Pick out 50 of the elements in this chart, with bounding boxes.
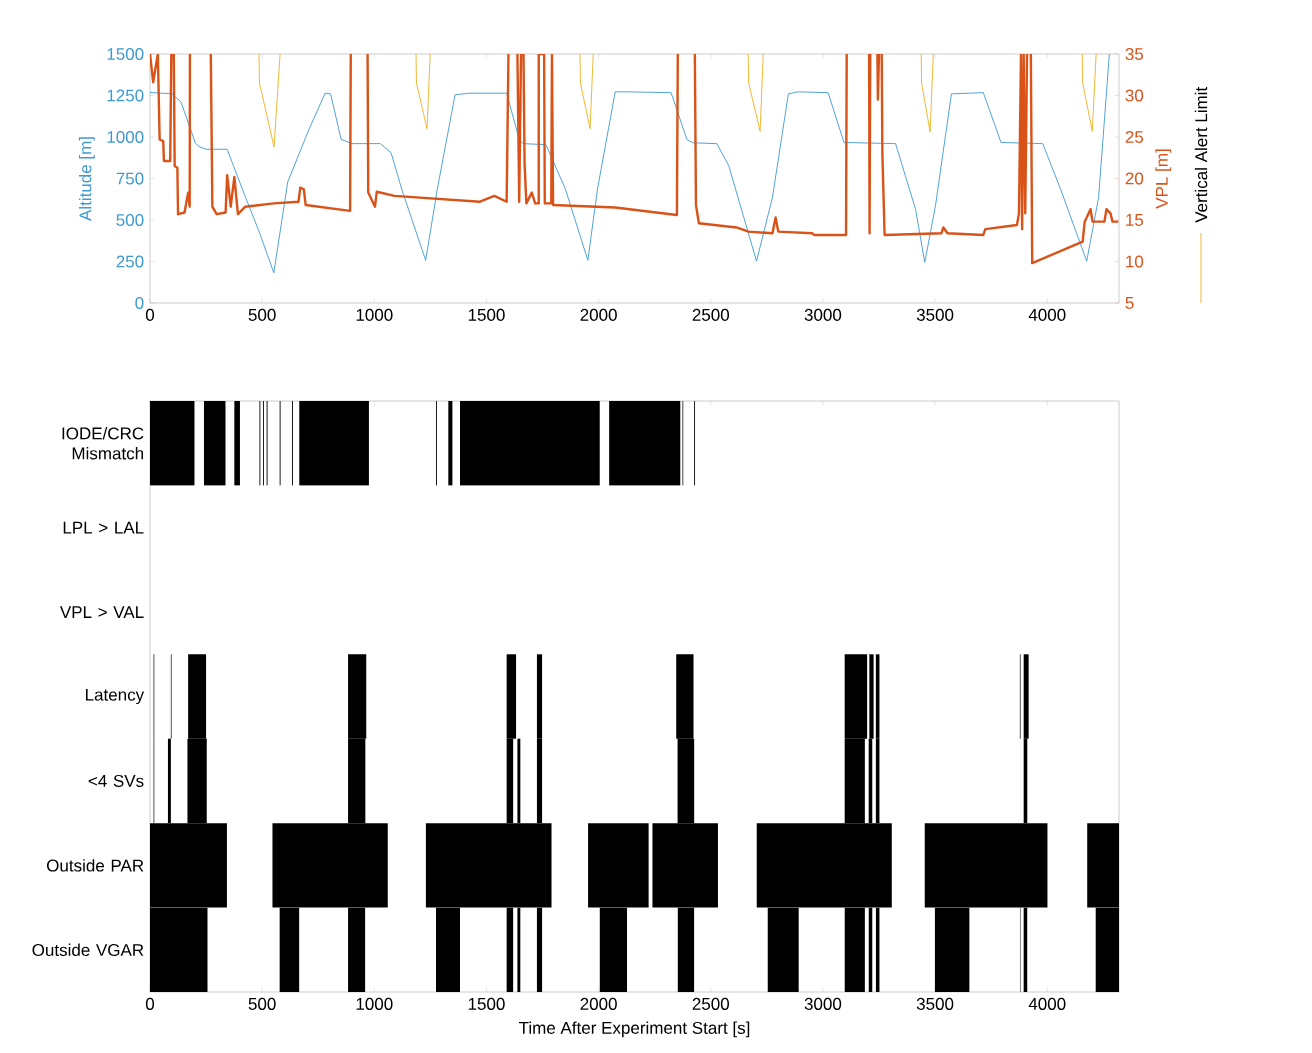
bar [459,401,600,486]
bar [448,401,453,486]
x-tick-label: 1000 [356,308,393,321]
x-tick-label: 0 [145,997,155,1010]
x-tick-label: 1500 [468,997,505,1010]
y2-tick-label: 35 [1125,47,1144,61]
y-axis-title: Altitude [m] [78,137,95,221]
x-tick-label: 1500 [468,308,505,321]
y-tick-label: Outside VGAR [32,943,144,957]
y2-tick-label: 5 [1125,297,1134,309]
x-tick-label: 2000 [580,308,617,321]
y2-tick-label: 25 [1125,130,1144,144]
x-tick-label: 500 [248,308,276,321]
y-tick-label: VPL > VAL [59,606,144,618]
x-tick-label: 500 [248,997,276,1010]
y2-tick-label: 10 [1126,255,1144,268]
text: Vertical Alert Limit [1194,86,1208,223]
y-tick-label: IODE/CRC Mismatch [62,426,144,460]
x-tick-label: 2000 [580,997,617,1010]
y2-tick-label: 20 [1125,172,1144,185]
x-tick-label: 2500 [692,997,730,1010]
y-tick-label: 1250 [107,89,144,102]
x-axis-title: Time After Experiment Start [s] [519,1021,750,1038]
x-tick-label: 1000 [356,997,393,1010]
x-tick-label: 4000 [1028,308,1066,321]
y2-axis-title: VPL [m] [1155,149,1172,209]
y-tick-label: 250 [116,255,144,268]
y-tick-label: 0 [135,296,144,310]
x-tick-label: 0 [145,308,155,321]
y-tick-label: 1500 [107,47,144,61]
y-tick-label: LPL > LAL [63,521,144,534]
x-tick-label: 3500 [916,308,954,321]
y-tick-label: <4 SVs [88,774,144,787]
x-tick-label: 2500 [692,308,730,321]
y-tick-label: 500 [116,213,144,227]
bar [150,401,195,486]
y-tick-label: Outside PAR [46,859,144,872]
x-tick-label: 3000 [804,308,842,321]
y2-tick-label: 30 [1125,89,1144,102]
bar [609,401,681,486]
y-tick-label: 750 [116,172,144,185]
y-tick-label: Latency [85,688,145,705]
x-tick-label: 3500 [916,997,954,1010]
bar [203,401,226,486]
x-tick-label: 4000 [1028,997,1066,1010]
bar [234,401,240,486]
x-tick-label: 3000 [804,997,842,1010]
y2-tick-label: 15 [1126,214,1144,226]
bar [299,401,369,486]
y-tick-label: 1000 [107,130,144,144]
